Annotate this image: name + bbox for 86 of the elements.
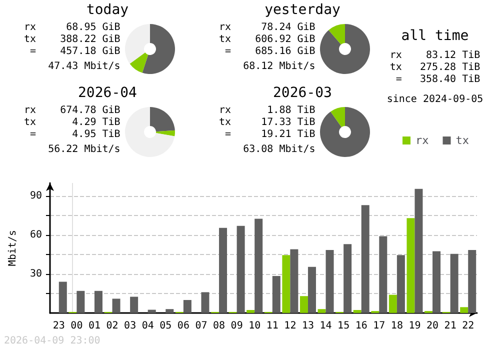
x-tick-label: 11 — [266, 320, 278, 332]
x-tick-label: 06 — [177, 320, 190, 332]
bar — [414, 188, 423, 313]
x-tick-label: 20 — [426, 320, 439, 332]
text: 68.12 Mbit/s — [242, 61, 316, 73]
bar — [282, 255, 290, 313]
bar — [236, 226, 245, 313]
bar — [396, 255, 405, 313]
bar — [361, 205, 370, 313]
bar — [353, 310, 362, 313]
bar — [272, 276, 280, 313]
x-tick-label: 02 — [106, 320, 118, 332]
x-tick-label: 15 — [338, 320, 350, 332]
text: = 4.95 TiB — [29, 129, 120, 141]
x-tick-label: 21 — [444, 320, 456, 332]
bar — [201, 292, 210, 313]
bar — [300, 296, 308, 313]
bar — [148, 310, 156, 313]
y-tick-label: 60 — [30, 230, 42, 240]
text: = 457.18 GiB — [29, 46, 120, 58]
y-tick-label: 90 — [30, 190, 42, 202]
text: tx 17.33 TiB — [219, 117, 316, 129]
text: tx 4.29 TiB — [24, 117, 120, 129]
bar — [460, 307, 468, 313]
bar — [344, 244, 352, 313]
bar — [130, 296, 138, 313]
chart-title: today — [85, 2, 130, 18]
x-tick-label: 03 — [124, 320, 136, 332]
bar — [183, 300, 192, 313]
bar — [406, 218, 415, 313]
x-tick-label: 23 — [52, 320, 65, 332]
x-tick-label: 12 — [284, 320, 296, 332]
text: = 685.16 GiB — [224, 46, 316, 58]
legend-label: rx — [416, 134, 430, 147]
bar — [308, 266, 316, 313]
text: rx 1.88 TiB — [219, 105, 316, 117]
x-tick-label: 05 — [160, 320, 172, 332]
bar — [166, 309, 174, 313]
bar — [432, 251, 441, 313]
x-tick-label: 01 — [88, 320, 101, 332]
bar — [290, 249, 298, 313]
x-tick-label: 00 — [70, 320, 83, 332]
bar — [112, 298, 120, 313]
bar — [379, 236, 388, 313]
text: all time — [400, 28, 470, 44]
x-tick-label: 04 — [142, 320, 154, 332]
text: rx 674.78 GiB — [24, 105, 120, 117]
y-tick-label: 30 — [30, 268, 42, 280]
chart-title: 2026-03 — [272, 85, 332, 101]
bar — [246, 310, 255, 313]
x-tick-label: 18 — [390, 320, 403, 332]
x-tick-label: 07 — [195, 320, 208, 332]
text: 56.22 Mbit/s — [47, 144, 120, 156]
bar — [219, 228, 228, 313]
x-tick-label: 22 — [462, 320, 474, 332]
x-tick-label: 17 — [373, 320, 386, 332]
y-axis-title: Mbit/s — [8, 230, 18, 266]
x-tick-label: 10 — [248, 320, 261, 332]
bar — [58, 282, 67, 313]
text: rx 78.24 GiB — [219, 22, 316, 34]
bar — [76, 290, 85, 313]
x-tick-label: 13 — [302, 320, 314, 332]
bar — [326, 250, 334, 313]
text: rx 83.12 TiB — [388, 50, 482, 62]
chart-title: 2026-04 — [76, 85, 138, 101]
bar — [94, 290, 102, 313]
bar — [450, 254, 458, 313]
text: = 358.40 TiB — [394, 74, 482, 86]
text: tx 606.92 GiB — [219, 34, 316, 46]
x-tick-label: 19 — [408, 320, 421, 332]
text: 63.08 Mbit/s — [242, 144, 316, 156]
legend-label: tx — [456, 134, 470, 147]
text: since 2024-09-05 — [386, 94, 484, 106]
x-tick-label: 16 — [355, 320, 368, 332]
bar — [388, 294, 397, 313]
text: tx 388.22 GiB — [24, 34, 120, 46]
text: tx 275.28 TiB — [388, 62, 482, 74]
x-tick-label: 08 — [212, 320, 226, 332]
chart-title: yesterday — [264, 2, 342, 18]
x-tick-label: 09 — [230, 320, 243, 332]
bar — [318, 309, 326, 313]
x-tick-label: 14 — [320, 320, 332, 332]
text: rx 68.95 GiB — [24, 22, 120, 34]
text: = 19.21 TiB — [224, 129, 316, 141]
text: 47.43 Mbit/s — [47, 61, 120, 73]
bar — [254, 218, 263, 313]
